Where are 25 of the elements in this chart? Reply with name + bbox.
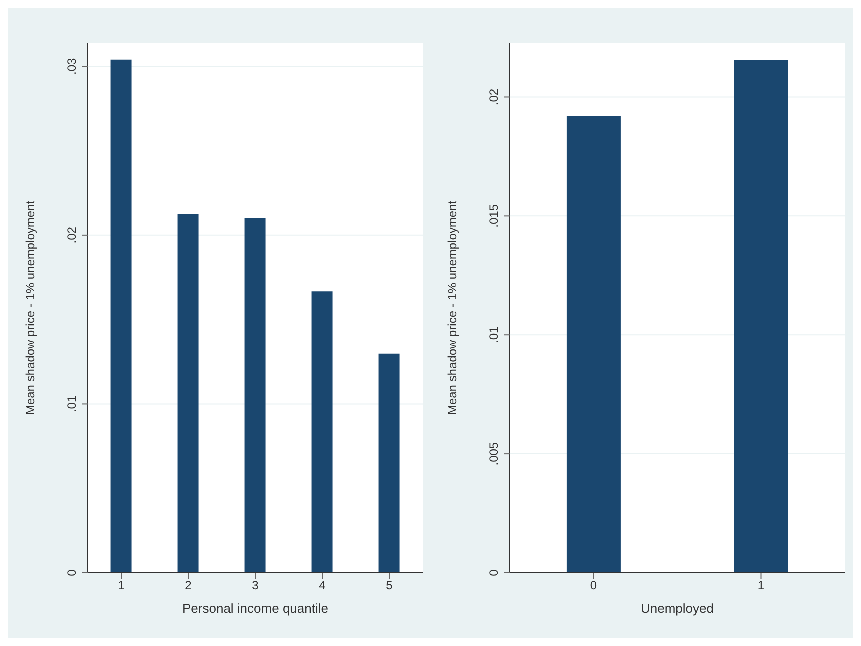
x-axis-title: Personal income quantile (182, 601, 328, 616)
bar (110, 60, 132, 573)
y-tick-label: .03 (65, 58, 79, 75)
y-tick-label: 0 (487, 569, 501, 576)
x-tick-label: 5 (386, 578, 394, 593)
bar (178, 214, 199, 573)
y-tick-label: .005 (487, 442, 501, 466)
x-tick-label: 3 (252, 578, 260, 593)
bar (378, 354, 400, 573)
x-tick-label: 2 (185, 578, 192, 593)
y-axis-title: Mean shadow price - 1% unemployment (23, 200, 38, 416)
x-tick-label: 4 (319, 578, 326, 593)
y-tick-label: .015 (487, 204, 501, 228)
y-axis-title: Mean shadow price - 1% unemployment (445, 200, 460, 416)
y-tick-label: .02 (65, 226, 79, 244)
y-tick-label: .01 (487, 326, 501, 344)
bar (312, 292, 333, 573)
x-tick-label: 1 (758, 578, 765, 593)
y-tick-label: .01 (65, 396, 79, 413)
x-axis-title: Unemployed (641, 601, 714, 616)
y-tick-label: 0 (65, 569, 79, 576)
y-tick-label: .02 (487, 88, 501, 106)
x-tick-label: 0 (590, 578, 598, 593)
bar (244, 218, 266, 573)
x-tick-label: 1 (118, 578, 126, 593)
